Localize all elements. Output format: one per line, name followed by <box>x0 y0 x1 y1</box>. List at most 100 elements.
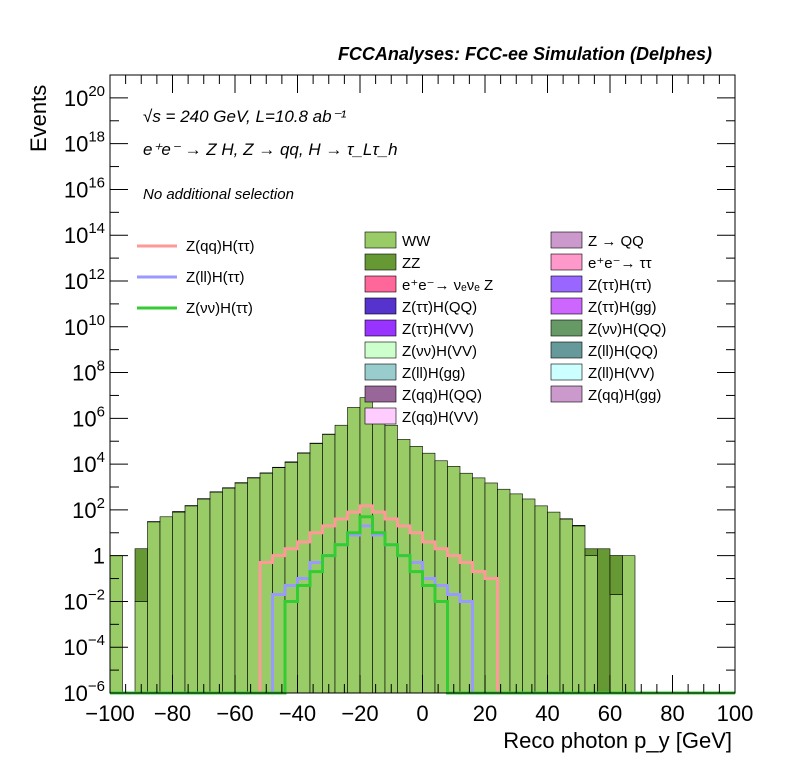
legend-swatch-4 <box>364 319 397 337</box>
bar-0-21 <box>372 413 386 694</box>
bar-0-11 <box>247 477 261 694</box>
bar-0-30 <box>484 482 498 694</box>
y-tick-label-3: 1 <box>93 544 105 569</box>
bar-0-20 <box>359 397 373 694</box>
bar-0-10 <box>234 482 248 694</box>
legend-label-11: Z(ττ)H(ττ) <box>588 277 652 294</box>
x-tick-label-3: −40 <box>279 701 316 726</box>
x-tick-label-1: −80 <box>154 701 191 726</box>
legend-line-label-0: Z(qq)H(ττ) <box>186 238 255 255</box>
bar-0-15 <box>297 452 311 694</box>
bar-0-29 <box>472 477 486 694</box>
legend-swatch-11 <box>550 275 583 293</box>
legend-swatch-6 <box>364 363 397 381</box>
x-tick-label-2: −60 <box>216 701 253 726</box>
legend-label-3: Z(ττ)H(QQ) <box>402 299 477 316</box>
process-annotation: e⁺e⁻ → Z H, Z → qq, H → τ_Lτ_h <box>143 140 398 159</box>
legend-label-0: WW <box>402 233 431 250</box>
bar-1-40 <box>609 555 623 595</box>
x-tick-label-9: 80 <box>660 701 684 726</box>
x-tick-label-5: 0 <box>416 701 428 726</box>
bar-0-17 <box>322 434 336 694</box>
bar-0-40 <box>609 594 623 694</box>
bar-1-2 <box>134 548 148 602</box>
legend-label-4: Z(ττ)H(VV) <box>402 321 474 338</box>
y-tick-label-9: 1012 <box>64 266 105 294</box>
x-axis-ticks: −100 −80 −60 −40 −20 0 20 40 60 80 100 <box>85 75 753 726</box>
y-tick-label-8: 1010 <box>64 312 105 340</box>
bar-0-23 <box>397 439 411 694</box>
y-tick-label-10: 1014 <box>64 220 105 248</box>
bar-0-25 <box>422 452 436 694</box>
y-tick-label-0: 10−6 <box>63 678 105 706</box>
bar-0-37 <box>572 525 586 694</box>
bar-0-41 <box>622 555 636 694</box>
y-tick-label-7: 108 <box>72 358 105 386</box>
legend-label-2: e⁺e⁻→ νₑνₑ Z <box>402 277 493 294</box>
stacked-histogram <box>109 397 636 694</box>
legend-swatch-16 <box>550 385 583 403</box>
bar-1-39 <box>597 548 611 694</box>
bar-1-38 <box>584 548 598 556</box>
legend-label-16: Z(qq)H(gg) <box>588 387 661 404</box>
x-tick-label-0: −100 <box>85 701 135 726</box>
bar-0-38 <box>584 555 598 694</box>
bar-0-18 <box>334 424 348 694</box>
bar-0-33 <box>522 498 536 694</box>
legend-swatch-12 <box>550 297 583 315</box>
bar-0-35 <box>547 511 561 694</box>
bar-0-36 <box>559 518 573 694</box>
bar-0-7 <box>197 498 211 694</box>
legend-swatch-2 <box>364 275 397 293</box>
y-tick-label-1: 10−4 <box>63 632 105 660</box>
legend-swatch-13 <box>550 319 583 337</box>
legend-label-14: Z(ll)H(QQ) <box>588 343 658 360</box>
bar-0-6 <box>184 505 198 694</box>
bar-1-5 <box>172 511 186 513</box>
bar-0-13 <box>272 467 286 694</box>
legend-label-13: Z(νν)H(QQ) <box>588 321 666 338</box>
y-axis-label: Events <box>26 85 51 152</box>
legend-swatch-7 <box>364 385 397 403</box>
y-tick-label-11: 1016 <box>64 174 105 202</box>
legend-line-label-2: Z(νν)H(ττ) <box>186 300 253 317</box>
legend-label-12: Z(ττ)H(gg) <box>588 299 657 316</box>
legend-label-8: Z(qq)H(VV) <box>402 409 479 426</box>
energy-annotation: √s = 240 GeV, L=10.8 ab⁻¹ <box>143 107 347 126</box>
legend-swatch-0 <box>364 231 397 249</box>
y-tick-label-12: 1018 <box>64 129 105 157</box>
chart-title: FCCAnalyses: FCC-ee Simulation (Delphes) <box>338 44 712 64</box>
legend-stack: WW ZZ e⁺e⁻→ νₑνₑ Z Z(ττ)H(QQ) Z(ττ)H(VV) Z(νν… <box>364 231 666 426</box>
y-tick-label-6: 106 <box>72 403 105 431</box>
y-tick-label-13: 1020 <box>64 83 105 111</box>
bar-0-4 <box>159 516 173 694</box>
x-tick-label-8: 60 <box>598 701 622 726</box>
bar-0-34 <box>534 505 548 694</box>
legend-swatch-10 <box>550 253 583 271</box>
legend-swatch-5 <box>364 341 397 359</box>
bar-0-31 <box>497 488 511 694</box>
bar-0-3 <box>147 521 161 694</box>
x-tick-label-6: 20 <box>473 701 497 726</box>
legend-label-6: Z(ll)H(gg) <box>402 365 465 382</box>
legend-swatch-3 <box>364 297 397 315</box>
bar-0-8 <box>209 491 223 694</box>
legend-line-label-1: Z(ll)H(ττ) <box>186 269 245 286</box>
legend-lines: Z(qq)H(ττ) Z(ll)H(ττ) Z(νν)H(ττ) <box>137 238 255 317</box>
bar-0-19 <box>347 407 361 694</box>
legend-label-9: Z → QQ <box>588 233 644 250</box>
legend-swatch-1 <box>364 253 397 271</box>
bar-0-27 <box>447 466 461 694</box>
legend-swatch-8 <box>364 407 397 425</box>
bar-0-24 <box>409 445 423 694</box>
bar-0-22 <box>384 424 398 694</box>
bar-0-26 <box>434 460 448 694</box>
selection-annotation: No additional selection <box>143 186 294 203</box>
bar-0-16 <box>309 443 323 694</box>
x-tick-label-10: 100 <box>717 701 754 726</box>
bar-0-12 <box>259 472 273 694</box>
bar-0-2 <box>134 601 148 694</box>
legend-label-15: Z(ll)H(VV) <box>588 365 655 382</box>
bar-0-32 <box>509 493 523 694</box>
